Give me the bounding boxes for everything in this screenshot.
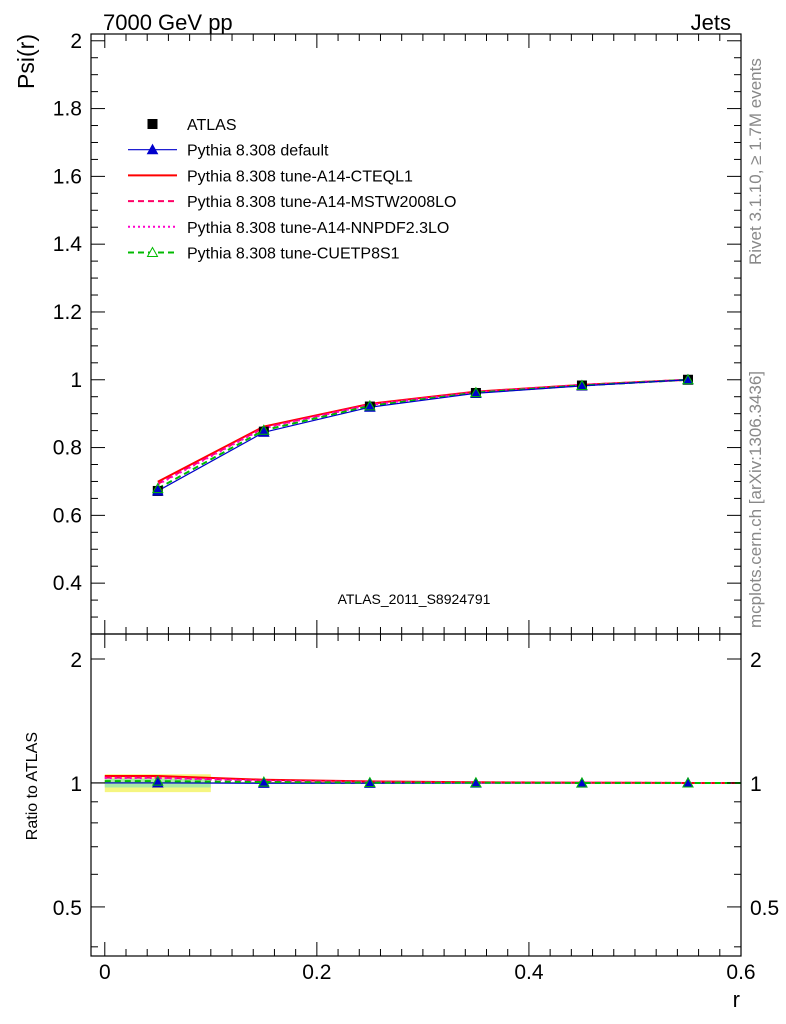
- y-tick-label: 0.6: [53, 504, 82, 527]
- ratio-series-line: [104, 780, 741, 784]
- series-marker: [257, 424, 270, 435]
- ratio-y-tick-label: 0.5: [53, 897, 82, 920]
- rivet-version-label: Rivet 3.1.10, ≥ 1.7M events: [746, 58, 765, 265]
- y-tick-label: 1.6: [53, 165, 82, 188]
- legend-label: Pythia 8.308 default: [187, 143, 329, 160]
- series-marker: [576, 379, 588, 391]
- ratio-panel: 0.5 0.5 1 1 2 2 0 0.2 0.4 0.6 Ratio to ATLAS r: [24, 633, 779, 1012]
- series-line: [157, 378, 689, 485]
- x-tick-label: 0.6: [726, 961, 755, 984]
- legend-marker: [146, 246, 159, 257]
- ratio-y-tick-label: 2: [70, 649, 82, 672]
- series-marker: [151, 482, 164, 494]
- series-line: [157, 378, 689, 486]
- header-left: 7000 GeV pp: [103, 10, 233, 35]
- legend-label: Pythia 8.308 tune-A14-CTEQL1: [187, 168, 413, 185]
- ratio-marker: [576, 776, 588, 788]
- main-panel: 0.4 0.6 0.8 1 1.2 1.4 1.6 1.8 2 Psi(r) ATLAS_2011_…: [13, 30, 742, 635]
- series-marker: [364, 399, 376, 411]
- ratio-y-tick-label-right: 1: [750, 773, 762, 796]
- ratio-marker: [151, 775, 164, 786]
- ratio-y-tick-label: 1: [70, 773, 82, 796]
- y-tick-label: 1.2: [53, 301, 82, 324]
- legend-label: Pythia 8.308 tune-A14-MSTW2008LO: [187, 194, 456, 211]
- x-tick-label: 0.2: [302, 961, 331, 984]
- legend-marker: [147, 119, 158, 129]
- mcplots-label: mcplots.cern.ch [arXiv:1306.3436]: [746, 371, 765, 628]
- ratio-marker: [470, 776, 482, 788]
- ratio-marker: [257, 776, 270, 787]
- series-line: [157, 378, 689, 490]
- ratio-marker: [364, 776, 376, 788]
- y-tick-label: 0.8: [53, 437, 82, 460]
- ratio-y-tick-label-right: 0.5: [750, 897, 779, 920]
- x-axis-label: r: [733, 987, 740, 1012]
- y-tick-label: 1.8: [53, 98, 82, 121]
- legend-label: Pythia 8.308 tune-CUETP8S1: [187, 246, 400, 263]
- y-tick-label: 1.4: [53, 233, 83, 256]
- series-marker: [364, 401, 376, 412]
- series-line: [157, 378, 689, 483]
- y-axis-label: Psi(r): [13, 34, 39, 89]
- x-tick-label: 0: [99, 961, 111, 984]
- ratio-y-axis-label: Ratio to ATLAS: [24, 732, 41, 840]
- ratio-y-tick-label-right: 2: [750, 649, 762, 672]
- y-tick-label: 0.4: [53, 572, 83, 595]
- ratio-marker: [682, 776, 694, 788]
- legend-marker: [146, 143, 159, 155]
- series-line: [157, 379, 689, 492]
- legend-label: ATLAS: [187, 117, 237, 134]
- ratio-marker: [257, 777, 270, 788]
- series-marker: [470, 386, 482, 398]
- y-tick-label: 2: [70, 30, 82, 53]
- legend-label: Pythia 8.308 tune-A14-NNPDF2.3LO: [187, 220, 449, 237]
- x-tick-label: 0.4: [514, 961, 544, 984]
- y-tick-label: 1: [70, 369, 82, 392]
- header-right: Jets: [691, 10, 731, 35]
- series-marker: [682, 373, 694, 385]
- analysis-watermark: ATLAS_2011_S8924791: [338, 591, 491, 607]
- ratio-panel-frame: [90, 633, 742, 957]
